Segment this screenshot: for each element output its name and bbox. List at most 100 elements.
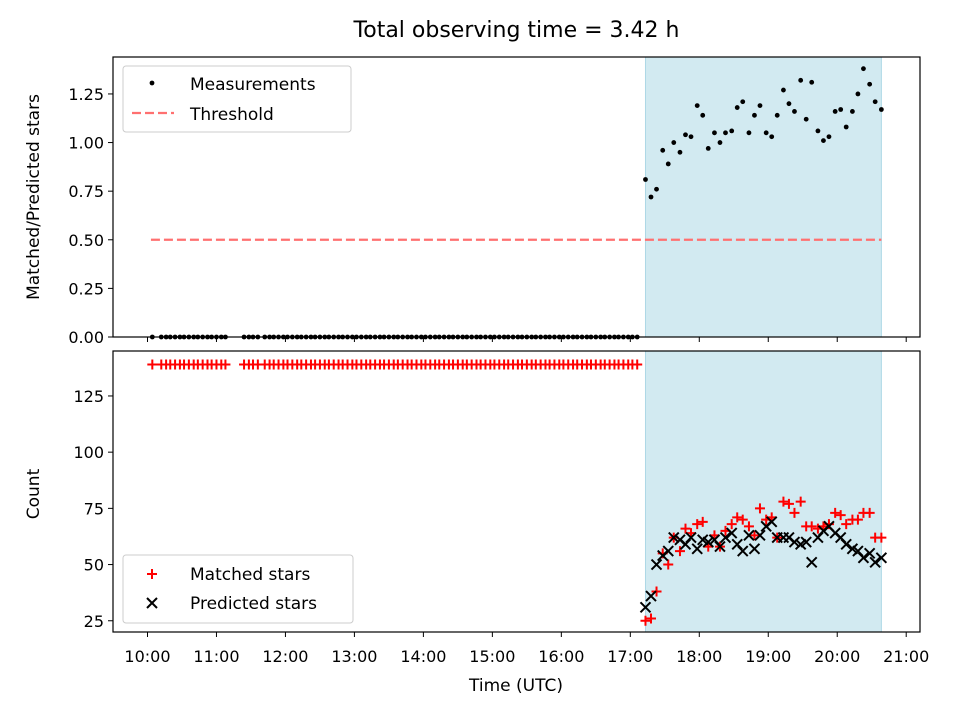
predicted-star-point <box>719 531 732 544</box>
matched-star-point <box>663 559 674 570</box>
top-panel: 0.00 0.25 0.50 0.75 1.00 1.25 Measurements Thre… <box>68 56 921 347</box>
matched-star-point <box>806 521 817 532</box>
measurement-point <box>781 87 786 93</box>
matched-star-point <box>697 516 708 527</box>
measurement-point <box>861 66 866 72</box>
legend-box <box>122 554 354 624</box>
predicted-star-point <box>743 529 755 542</box>
measurement-point <box>774 112 780 118</box>
predicted-star-point <box>662 545 674 557</box>
measurement-point <box>665 161 671 167</box>
predicted-star-point <box>645 590 657 602</box>
matched-star-point <box>640 615 651 626</box>
matched-star-point <box>835 510 846 521</box>
measurement-point <box>867 81 873 87</box>
measurement-point <box>769 134 775 140</box>
predicted-star-point <box>863 547 876 560</box>
bottom-axes-frame <box>112 350 921 633</box>
predicted-star-point <box>650 558 663 571</box>
predicted-star-point <box>685 531 697 544</box>
measurement-point <box>643 177 648 182</box>
x-tick-label: 14:00 <box>400 647 446 666</box>
matched-star-point <box>789 507 800 518</box>
measurement-point <box>729 128 735 134</box>
predicted-star-point <box>668 531 680 544</box>
measurement-point <box>740 99 746 105</box>
matched-star-point <box>220 359 231 370</box>
matched-star-point <box>778 496 789 507</box>
measurement-point <box>809 79 815 85</box>
measurement-point <box>821 138 826 144</box>
measurement-point <box>757 103 763 109</box>
predicted-star-point <box>691 543 703 555</box>
x-tick-label: 17:00 <box>607 647 653 666</box>
y-tick-label: 0.00 <box>68 328 104 347</box>
measurement-point <box>786 101 792 107</box>
matched-star-point <box>147 569 157 579</box>
measurement-point <box>694 103 700 109</box>
measurement-point <box>717 140 723 145</box>
matched-star-point <box>852 514 863 525</box>
matched-star-point <box>147 359 158 370</box>
observing-window-highlight <box>644 350 882 633</box>
y-tick-label: 75 <box>84 499 104 518</box>
x-tick-label: 20:00 <box>814 647 860 666</box>
y-tick-label: 25 <box>84 612 104 631</box>
top-axes-frame <box>112 56 921 338</box>
chart-title: Total observing time = 3.42 h <box>353 18 680 43</box>
bottom-y-axis-label: Count <box>24 468 44 519</box>
predicted-star-point <box>146 597 158 609</box>
matched-star-point <box>674 546 685 557</box>
matched-star-point <box>646 613 656 624</box>
matched-star-point <box>743 521 754 532</box>
matched-star-point <box>651 586 662 597</box>
measurement-point <box>746 130 752 136</box>
matched-star-point <box>830 507 841 518</box>
matched-star-point <box>632 359 643 370</box>
measurement-point <box>149 80 155 86</box>
matched-star-point <box>732 512 743 523</box>
x-tick-label: 21:00 <box>883 647 929 666</box>
measurement-point <box>688 134 694 140</box>
predicted-star-point <box>748 543 761 555</box>
measurement-point <box>832 109 838 114</box>
predicted-star-point <box>857 552 870 564</box>
predicted-star-point <box>806 556 818 569</box>
predicted-star-point <box>875 552 888 564</box>
matched-star-point <box>783 498 794 509</box>
measurement-point <box>700 112 706 118</box>
measurement-point <box>838 107 844 112</box>
matched-star-point <box>737 514 748 525</box>
x-tick-label: 16:00 <box>538 647 584 666</box>
x-tick-label: 13:00 <box>331 647 377 666</box>
matched-star-point <box>692 519 703 530</box>
predicted-star-point <box>840 538 852 551</box>
observing-window-highlight <box>644 56 882 338</box>
measurement-point <box>803 116 809 122</box>
matched-star-point <box>680 523 691 534</box>
measurement-point <box>872 99 878 105</box>
measurement-point <box>671 140 677 145</box>
measurement-point <box>648 194 654 200</box>
predicted-star-point <box>725 527 738 539</box>
x-tick-label: 18:00 <box>676 647 722 666</box>
measurement-point <box>843 124 849 130</box>
predicted-star-point <box>765 516 778 528</box>
predicted-star-point <box>869 556 881 569</box>
legend-label-threshold: Threshold <box>189 105 274 125</box>
x-axis-label: Time (UTC) <box>468 676 563 696</box>
measurement-point <box>855 91 861 97</box>
measurement-point <box>763 130 769 136</box>
measurement-point <box>677 149 683 155</box>
matched-star-point <box>726 519 737 530</box>
legend-label-measurements: Measurements <box>190 75 316 95</box>
y-tick-label: 0.50 <box>68 231 104 250</box>
y-tick-label: 50 <box>84 556 104 575</box>
x-tick-label: 12:00 <box>262 647 308 666</box>
predicted-star-point <box>639 601 652 613</box>
x-tick-label: 11:00 <box>193 647 239 666</box>
measurement-point <box>878 107 884 112</box>
measurement-point <box>654 186 659 192</box>
matched-star-point <box>754 503 765 514</box>
